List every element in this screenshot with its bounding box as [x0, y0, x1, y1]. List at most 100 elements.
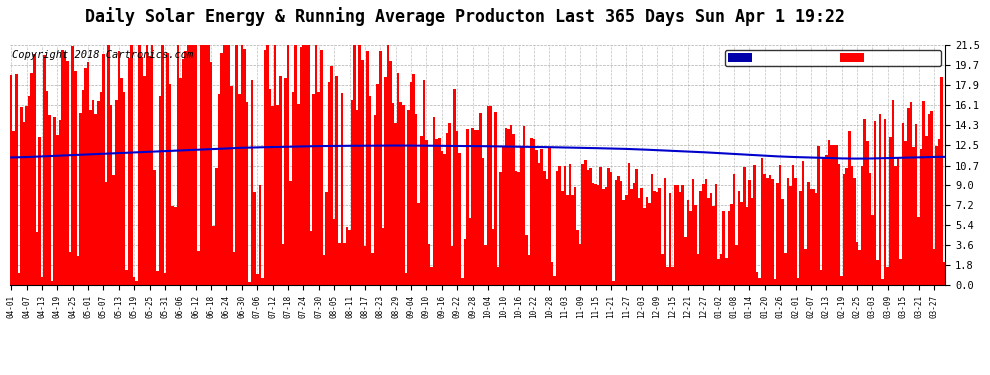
- Bar: [450, 246, 453, 285]
- Bar: [146, 45, 148, 285]
- Bar: [418, 203, 420, 285]
- Bar: [433, 117, 436, 285]
- Bar: [131, 45, 133, 285]
- Bar: [615, 180, 618, 285]
- Bar: [210, 62, 213, 285]
- Bar: [715, 183, 718, 285]
- Bar: [461, 278, 463, 285]
- Bar: [136, 281, 138, 285]
- Bar: [256, 274, 258, 285]
- Bar: [225, 45, 228, 285]
- Bar: [563, 166, 566, 285]
- Bar: [361, 60, 363, 285]
- Bar: [69, 252, 71, 285]
- Bar: [223, 45, 225, 285]
- Legend: Average  (kWh), Daily  (kWh): Average (kWh), Daily (kWh): [725, 50, 940, 66]
- Bar: [753, 165, 755, 285]
- Bar: [933, 249, 936, 285]
- Bar: [266, 45, 268, 285]
- Bar: [853, 178, 855, 285]
- Bar: [710, 193, 712, 285]
- Bar: [500, 172, 502, 285]
- Bar: [892, 100, 894, 285]
- Bar: [833, 145, 836, 285]
- Bar: [425, 140, 428, 285]
- Bar: [874, 122, 876, 285]
- Bar: [768, 175, 771, 285]
- Bar: [218, 94, 220, 285]
- Bar: [507, 129, 510, 285]
- Bar: [548, 148, 550, 285]
- Bar: [728, 211, 731, 285]
- Bar: [333, 219, 336, 285]
- Bar: [420, 136, 423, 285]
- Bar: [381, 228, 384, 285]
- Bar: [74, 71, 76, 285]
- Bar: [636, 169, 638, 285]
- Bar: [610, 172, 612, 285]
- Bar: [525, 235, 528, 285]
- Bar: [479, 113, 481, 285]
- Bar: [113, 176, 115, 285]
- Bar: [158, 96, 161, 285]
- Bar: [276, 105, 279, 285]
- Bar: [184, 51, 187, 285]
- Bar: [81, 90, 84, 285]
- Bar: [244, 49, 246, 285]
- Bar: [141, 57, 144, 285]
- Bar: [648, 203, 650, 285]
- Bar: [466, 129, 468, 285]
- Bar: [618, 176, 620, 285]
- Bar: [679, 192, 681, 285]
- Bar: [463, 239, 466, 285]
- Bar: [861, 166, 863, 285]
- Bar: [102, 54, 105, 285]
- Bar: [889, 137, 892, 285]
- Bar: [653, 191, 655, 285]
- Bar: [687, 200, 689, 285]
- Bar: [489, 106, 492, 285]
- Bar: [584, 160, 587, 285]
- Bar: [444, 154, 446, 285]
- Bar: [310, 231, 313, 285]
- Bar: [774, 279, 776, 285]
- Bar: [515, 171, 518, 285]
- Bar: [568, 164, 571, 285]
- Bar: [794, 178, 797, 285]
- Bar: [763, 174, 766, 285]
- Bar: [881, 279, 884, 285]
- Bar: [848, 130, 850, 285]
- Bar: [692, 179, 694, 285]
- Bar: [268, 88, 271, 285]
- Bar: [415, 114, 418, 285]
- Bar: [89, 110, 92, 285]
- Bar: [197, 251, 200, 285]
- Bar: [115, 100, 118, 285]
- Bar: [776, 183, 779, 285]
- Bar: [628, 162, 631, 285]
- Bar: [176, 45, 179, 285]
- Bar: [13, 130, 15, 285]
- Bar: [928, 114, 930, 285]
- Bar: [213, 226, 215, 285]
- Bar: [423, 80, 425, 285]
- Bar: [907, 108, 910, 285]
- Bar: [731, 204, 733, 285]
- Bar: [15, 74, 18, 285]
- Bar: [912, 147, 915, 285]
- Bar: [194, 45, 197, 285]
- Bar: [745, 207, 748, 285]
- Bar: [402, 105, 405, 285]
- Bar: [566, 195, 568, 285]
- Bar: [353, 45, 356, 285]
- Bar: [799, 191, 802, 285]
- Bar: [228, 45, 231, 285]
- Bar: [544, 171, 545, 285]
- Bar: [850, 166, 853, 285]
- Bar: [812, 189, 815, 285]
- Bar: [344, 243, 346, 285]
- Bar: [830, 145, 833, 285]
- Bar: [263, 50, 266, 285]
- Bar: [41, 277, 44, 285]
- Bar: [523, 126, 525, 285]
